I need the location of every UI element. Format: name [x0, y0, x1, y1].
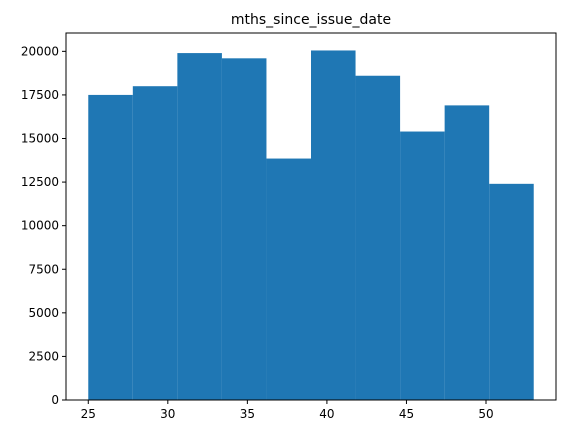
y-tick-label: 17500 — [21, 88, 59, 102]
y-tick-label: 7500 — [28, 262, 59, 276]
y-tick-label: 15000 — [21, 132, 59, 146]
y-tick-label: 2500 — [28, 349, 59, 363]
histogram-bar-5 — [266, 159, 311, 400]
x-tick-label: 50 — [478, 407, 493, 421]
y-tick-label: 12500 — [21, 175, 59, 189]
y-tick-label: 5000 — [28, 306, 59, 320]
chart-title: mths_since_issue_date — [231, 12, 391, 28]
histogram-bar-1 — [88, 95, 133, 400]
histogram-bar-3 — [177, 53, 222, 400]
x-axis: 25 30 35 40 45 50 — [81, 400, 494, 421]
x-tick-label: 45 — [399, 407, 414, 421]
y-tick-label: 20000 — [21, 44, 59, 58]
x-tick-label: 40 — [319, 407, 334, 421]
histogram-bar-10 — [489, 184, 534, 400]
histogram-bar-7 — [356, 76, 401, 400]
histogram-bar-4 — [222, 58, 267, 400]
y-tick-label: 10000 — [21, 219, 59, 233]
x-tick-label: 35 — [240, 407, 255, 421]
histogram-bar-2 — [133, 86, 178, 400]
histogram-bar-6 — [311, 50, 356, 400]
x-tick-label: 30 — [160, 407, 175, 421]
histogram-bar-8 — [400, 132, 445, 400]
histogram-bar-9 — [445, 105, 490, 400]
y-tick-label: 0 — [51, 393, 59, 407]
y-axis: 0 2500 5000 7500 10000 12500 15000 17500 20000 — [21, 44, 66, 407]
histogram-bars — [88, 50, 533, 400]
x-tick-label: 25 — [81, 407, 96, 421]
